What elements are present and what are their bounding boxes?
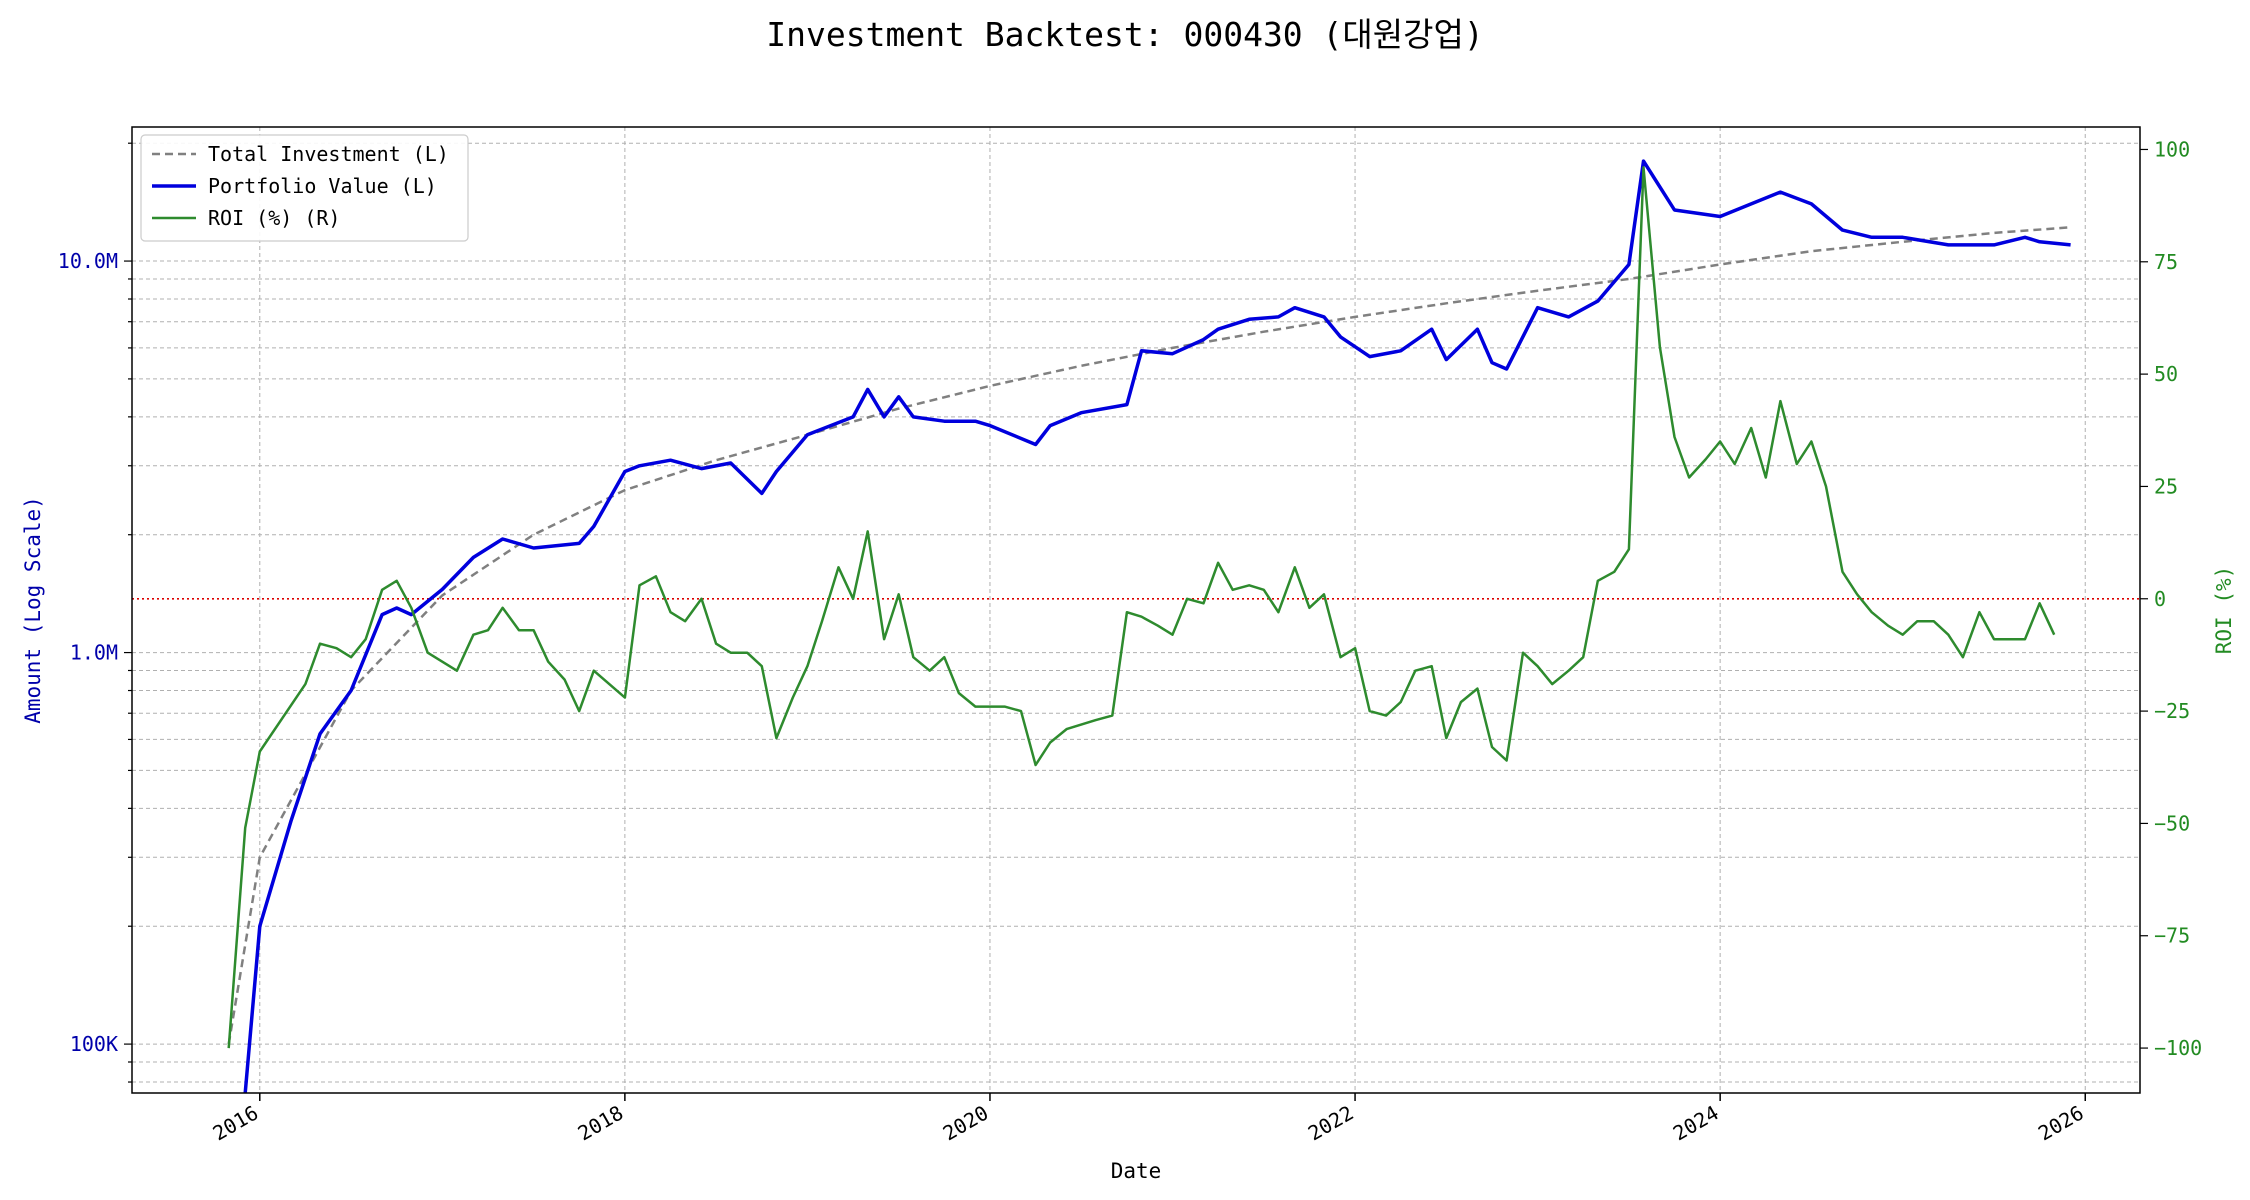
legend-label-portfolio: Portfolio Value (L) <box>208 174 437 198</box>
x-tick-label: 2018 <box>574 1101 628 1146</box>
x-axis-label: Date <box>1111 1159 1162 1183</box>
right-tick-label: 50 <box>2154 362 2178 386</box>
left-tick-label: 10.0M <box>58 249 118 273</box>
right-tick-label: 0 <box>2154 587 2166 611</box>
series-layer <box>227 159 2071 1094</box>
x-axis: 2016 2018 2020 2022 2024 2026 <box>209 1093 2088 1145</box>
grid <box>132 127 2140 1093</box>
x-tick-label: 2020 <box>939 1101 993 1146</box>
x-tick-label: 2026 <box>2034 1101 2088 1146</box>
right-tick-label: −75 <box>2154 924 2190 948</box>
right-tick-label: −50 <box>2154 811 2190 835</box>
legend-label-roi: ROI (%) (R) <box>208 206 340 230</box>
right-tick-label: 100 <box>2154 137 2190 161</box>
left-tick-label: 1.0M <box>70 641 118 665</box>
chart-title: Investment Backtest: 000430 (대원강업) <box>766 15 1483 54</box>
series-line-portfolio-value <box>243 159 2071 1094</box>
left-axis-label: Amount (Log Scale) <box>21 496 45 724</box>
legend-box <box>140 134 469 242</box>
x-tick-label: 2022 <box>1304 1101 1358 1146</box>
series-line-roi <box>227 166 2056 1049</box>
x-tick-label: 2016 <box>209 1101 263 1146</box>
legend-label-investment: Total Investment (L) <box>208 142 449 166</box>
left-tick-label: 100K <box>70 1032 118 1056</box>
right-tick-label: −25 <box>2154 699 2190 723</box>
plot-frame <box>131 126 2141 1094</box>
right-axis: −100 −75 −50 −25 0 25 50 75 100 <box>2140 137 2202 1060</box>
right-tick-label: −100 <box>2154 1036 2202 1060</box>
x-tick-label: 2024 <box>1669 1101 1723 1146</box>
right-tick-label: 75 <box>2154 250 2178 274</box>
right-axis-label: ROI (%) <box>2212 566 2236 655</box>
left-axis: 100K 1.0M 10.0M <box>58 142 132 1083</box>
legend: Total Investment (L) Portfolio Value (L)… <box>140 134 469 242</box>
series-line-total-investment <box>227 226 2071 1045</box>
right-tick-label: 25 <box>2154 474 2178 498</box>
